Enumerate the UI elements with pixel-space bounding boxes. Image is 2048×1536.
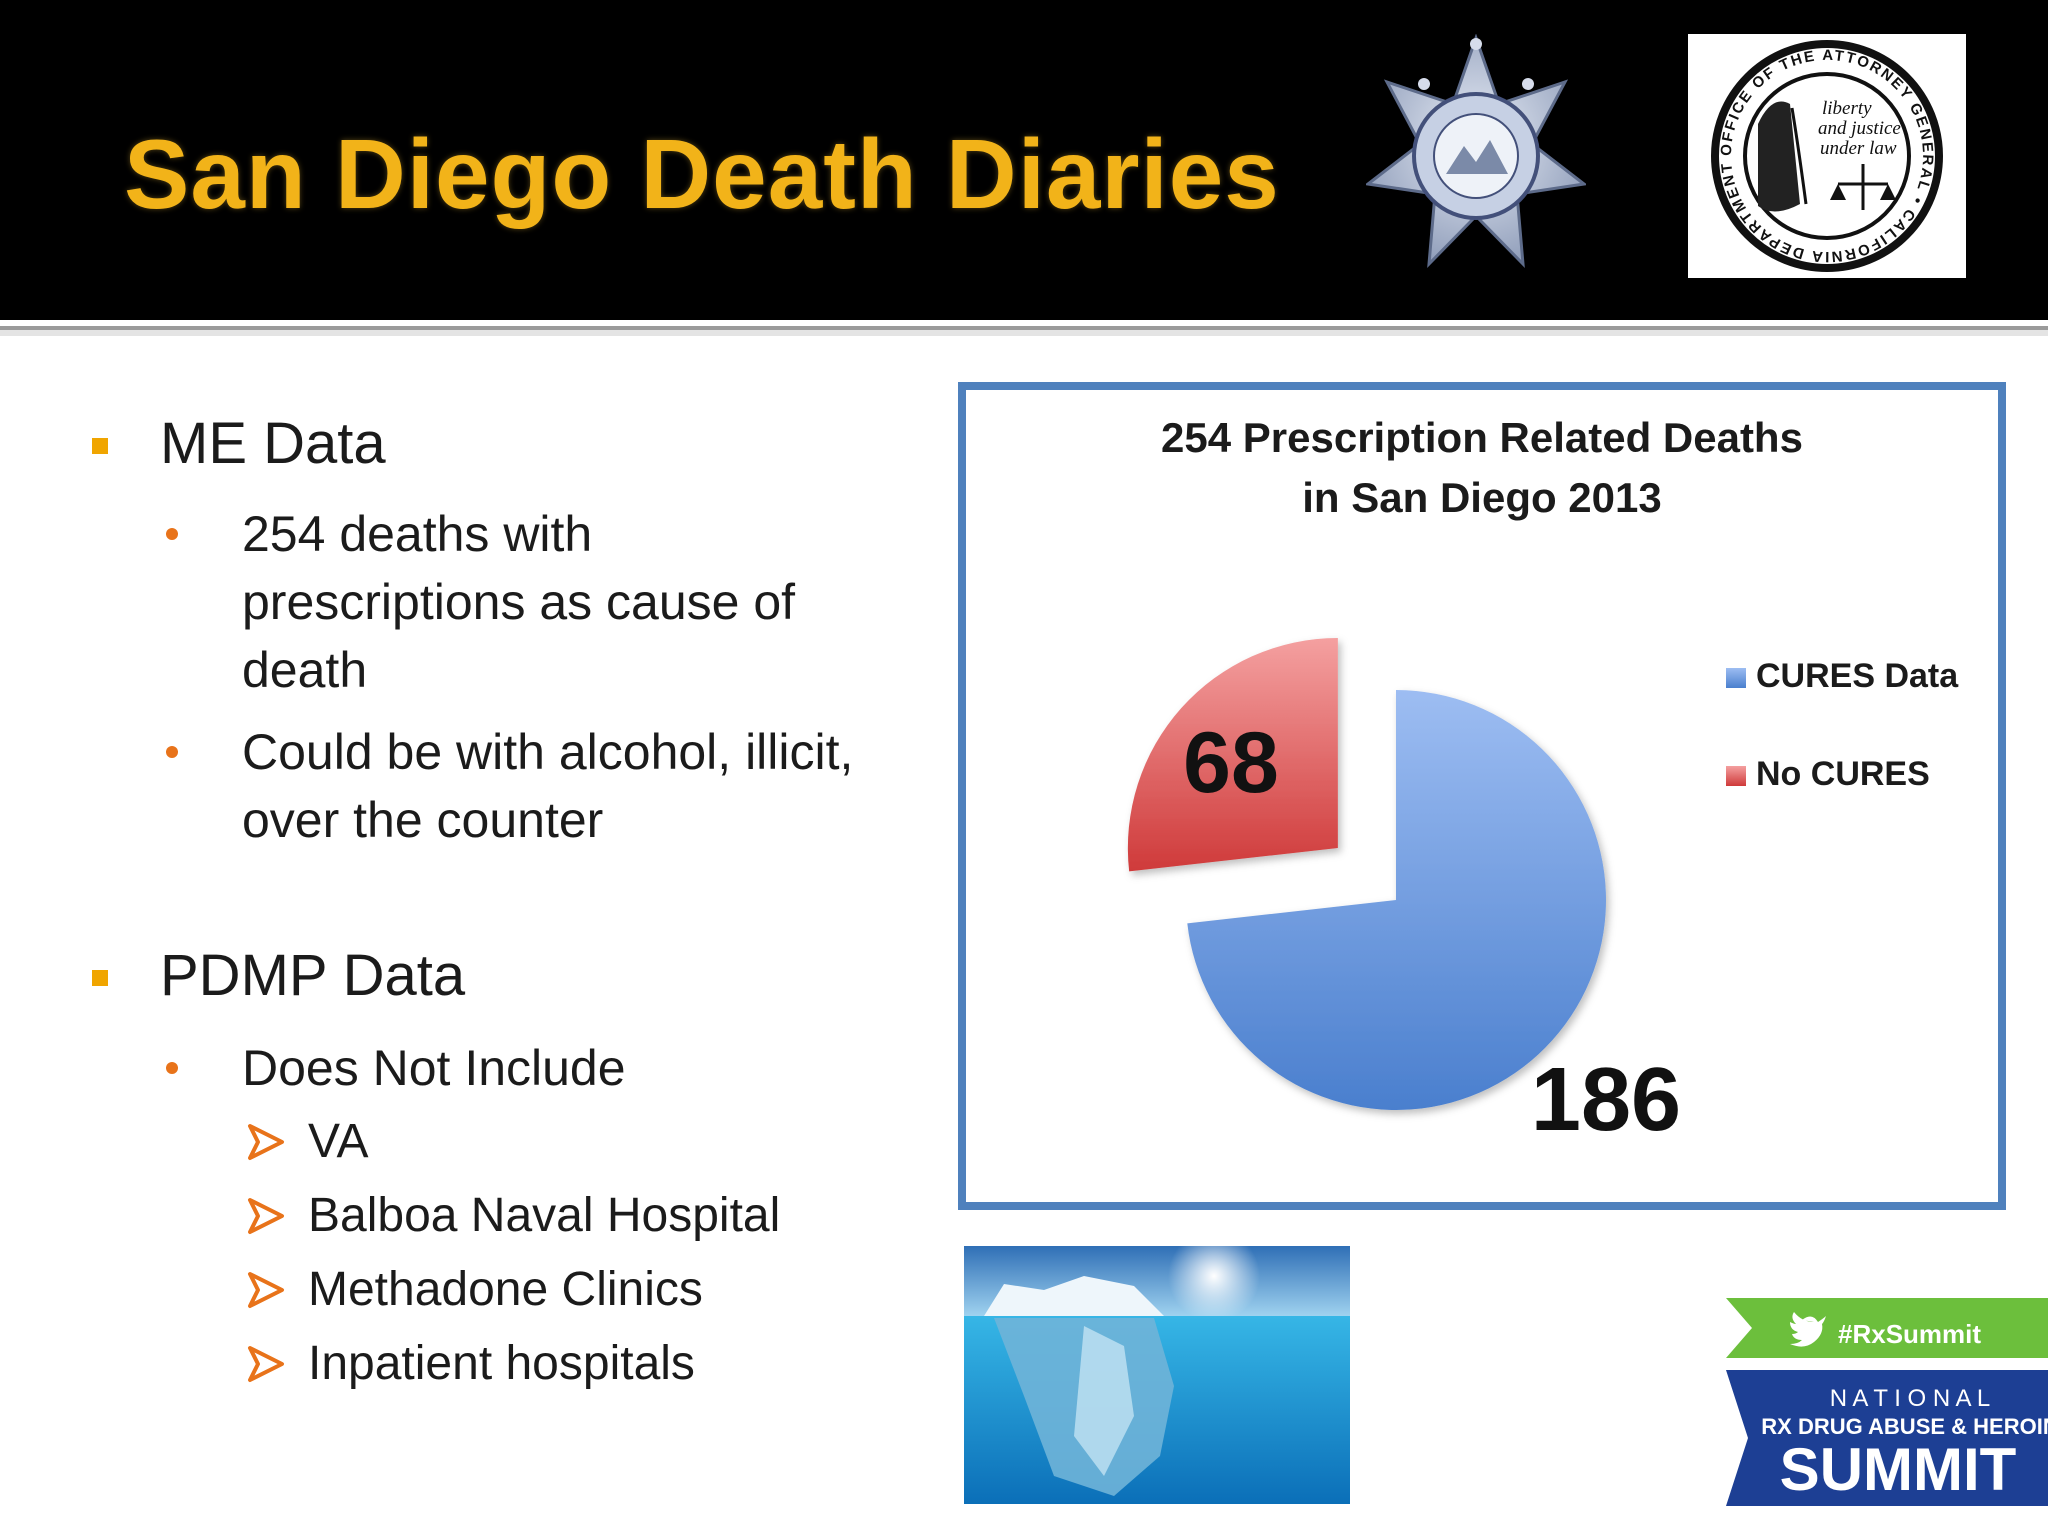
sub-bullet-text: VA bbox=[308, 1115, 369, 1168]
pie-slice-no-cures bbox=[1127, 637, 1338, 872]
summit-line-1: N A T I O N A L bbox=[1830, 1385, 1991, 1412]
bullet-text: Does Not Include bbox=[242, 1040, 626, 1096]
chart-title-line-1: 254 Prescription Related Deaths bbox=[1161, 414, 1803, 461]
legend-label: CURES Data bbox=[1756, 657, 1959, 695]
section-heading-pdmp-data: PDMP Data bbox=[160, 943, 466, 1008]
hashtag-text: #RxSummit bbox=[1838, 1319, 1981, 1349]
pie-slice-cures-data bbox=[1187, 690, 1606, 1110]
iceberg-image bbox=[964, 1230, 1350, 1504]
bullet-text: 254 deaths with prescriptions as cause o… bbox=[242, 506, 796, 698]
header-divider bbox=[0, 320, 2048, 326]
section-heading-me-data: ME Data bbox=[160, 411, 386, 476]
bullet-square-icon bbox=[92, 970, 108, 986]
sub-bullet-text: Methadone Clinics bbox=[308, 1263, 703, 1316]
bullet-text: Could be with alcohol, illicit, over the… bbox=[242, 724, 854, 848]
medical-examiner-badge-icon bbox=[1364, 33, 1588, 294]
arrow-bullet-icon bbox=[248, 1272, 284, 1308]
rx-summit-logo: #RxSummit N A T I O N A L RX DRUG ABUSE … bbox=[1726, 1298, 2048, 1506]
bullet-square-icon bbox=[92, 438, 108, 454]
bullet-dot-icon bbox=[166, 746, 178, 758]
header-divider-fade bbox=[0, 330, 2048, 336]
pie-chart: 254 Prescription Related Deaths in San D… bbox=[1127, 414, 1959, 1150]
summit-line-2: RX DRUG ABUSE & HEROIN bbox=[1761, 1414, 2048, 1439]
seal-motto-1: liberty bbox=[1822, 98, 1872, 119]
bullet-list: ME Data 254 deaths with prescriptions as… bbox=[0, 0, 940, 1536]
legend-swatch bbox=[1726, 766, 1746, 786]
sub-bullet-text: Balboa Naval Hospital bbox=[308, 1189, 781, 1242]
sub-bullet-text: Inpatient hospitals bbox=[308, 1337, 695, 1390]
legend-label: No CURES bbox=[1756, 755, 1930, 793]
seal-motto-3: under law bbox=[1820, 138, 1897, 159]
arrow-bullet-icon bbox=[248, 1198, 284, 1234]
attorney-general-seal: OFFICE OF THE ATTORNEY GENERAL • CALIFOR… bbox=[1681, 21, 1966, 278]
seal-motto-2: and justice bbox=[1818, 118, 1901, 139]
legend-swatch bbox=[1726, 668, 1746, 688]
bullet-dot-icon bbox=[166, 1062, 178, 1074]
twitter-bird-icon bbox=[1790, 1312, 1826, 1347]
pie-chart-panel: 254 Prescription Related Deaths in San D… bbox=[958, 382, 2006, 1210]
chart-title-line-2: in San Diego 2013 bbox=[1302, 474, 1661, 521]
summit-line-3: SUMMIT bbox=[1780, 1436, 2017, 1503]
pie-data-label: 186 bbox=[1531, 1050, 1681, 1150]
pie-data-label: 68 bbox=[1183, 715, 1279, 811]
bullet-dot-icon bbox=[166, 528, 178, 540]
slide-title: San Diego Death Diaries bbox=[124, 119, 1280, 229]
header-divider-shadow bbox=[0, 326, 2048, 330]
arrow-bullet-icon bbox=[248, 1346, 284, 1382]
arrow-bullet-icon bbox=[248, 1124, 284, 1160]
